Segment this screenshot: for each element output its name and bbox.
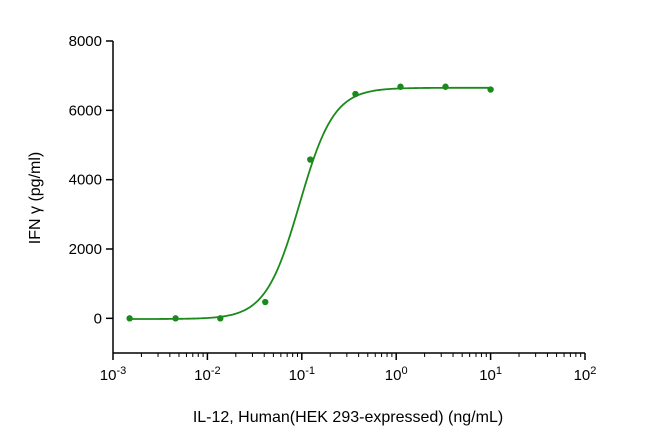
fit-line	[129, 86, 491, 320]
axes: 0 2000 4000 6000 8000 10-3 10-2 10-1 100 101 102	[69, 33, 597, 384]
fit-curve	[129, 86, 491, 320]
x-axis-title: IL-12, Human(HEK 293-expressed) (ng/mL)	[193, 409, 503, 426]
data-point	[352, 90, 359, 98]
data-point	[262, 298, 269, 306]
y-axis-title: IFN γ (pg/ml)	[27, 152, 44, 244]
y-tick-label: 8000	[69, 33, 102, 50]
y-tick-label: 0	[94, 310, 102, 327]
data-point	[307, 156, 314, 163]
x-tick-label: 10-2	[194, 365, 220, 384]
data-point	[487, 86, 494, 93]
y-tick-label: 2000	[69, 241, 102, 258]
data-point	[397, 83, 404, 90]
data-point	[126, 315, 133, 322]
x-tick-label: 102	[574, 365, 597, 384]
y-tick-label: 6000	[69, 102, 102, 119]
data-point	[442, 83, 449, 90]
data-points	[126, 83, 494, 322]
y-tick-label: 4000	[69, 172, 102, 189]
data-point	[217, 315, 224, 322]
data-point	[172, 315, 179, 322]
x-tick-label: 10-3	[100, 365, 126, 384]
x-tick-label: 101	[479, 365, 502, 384]
x-tick-label: 10-1	[289, 365, 315, 384]
x-tick-label: 100	[385, 365, 408, 384]
